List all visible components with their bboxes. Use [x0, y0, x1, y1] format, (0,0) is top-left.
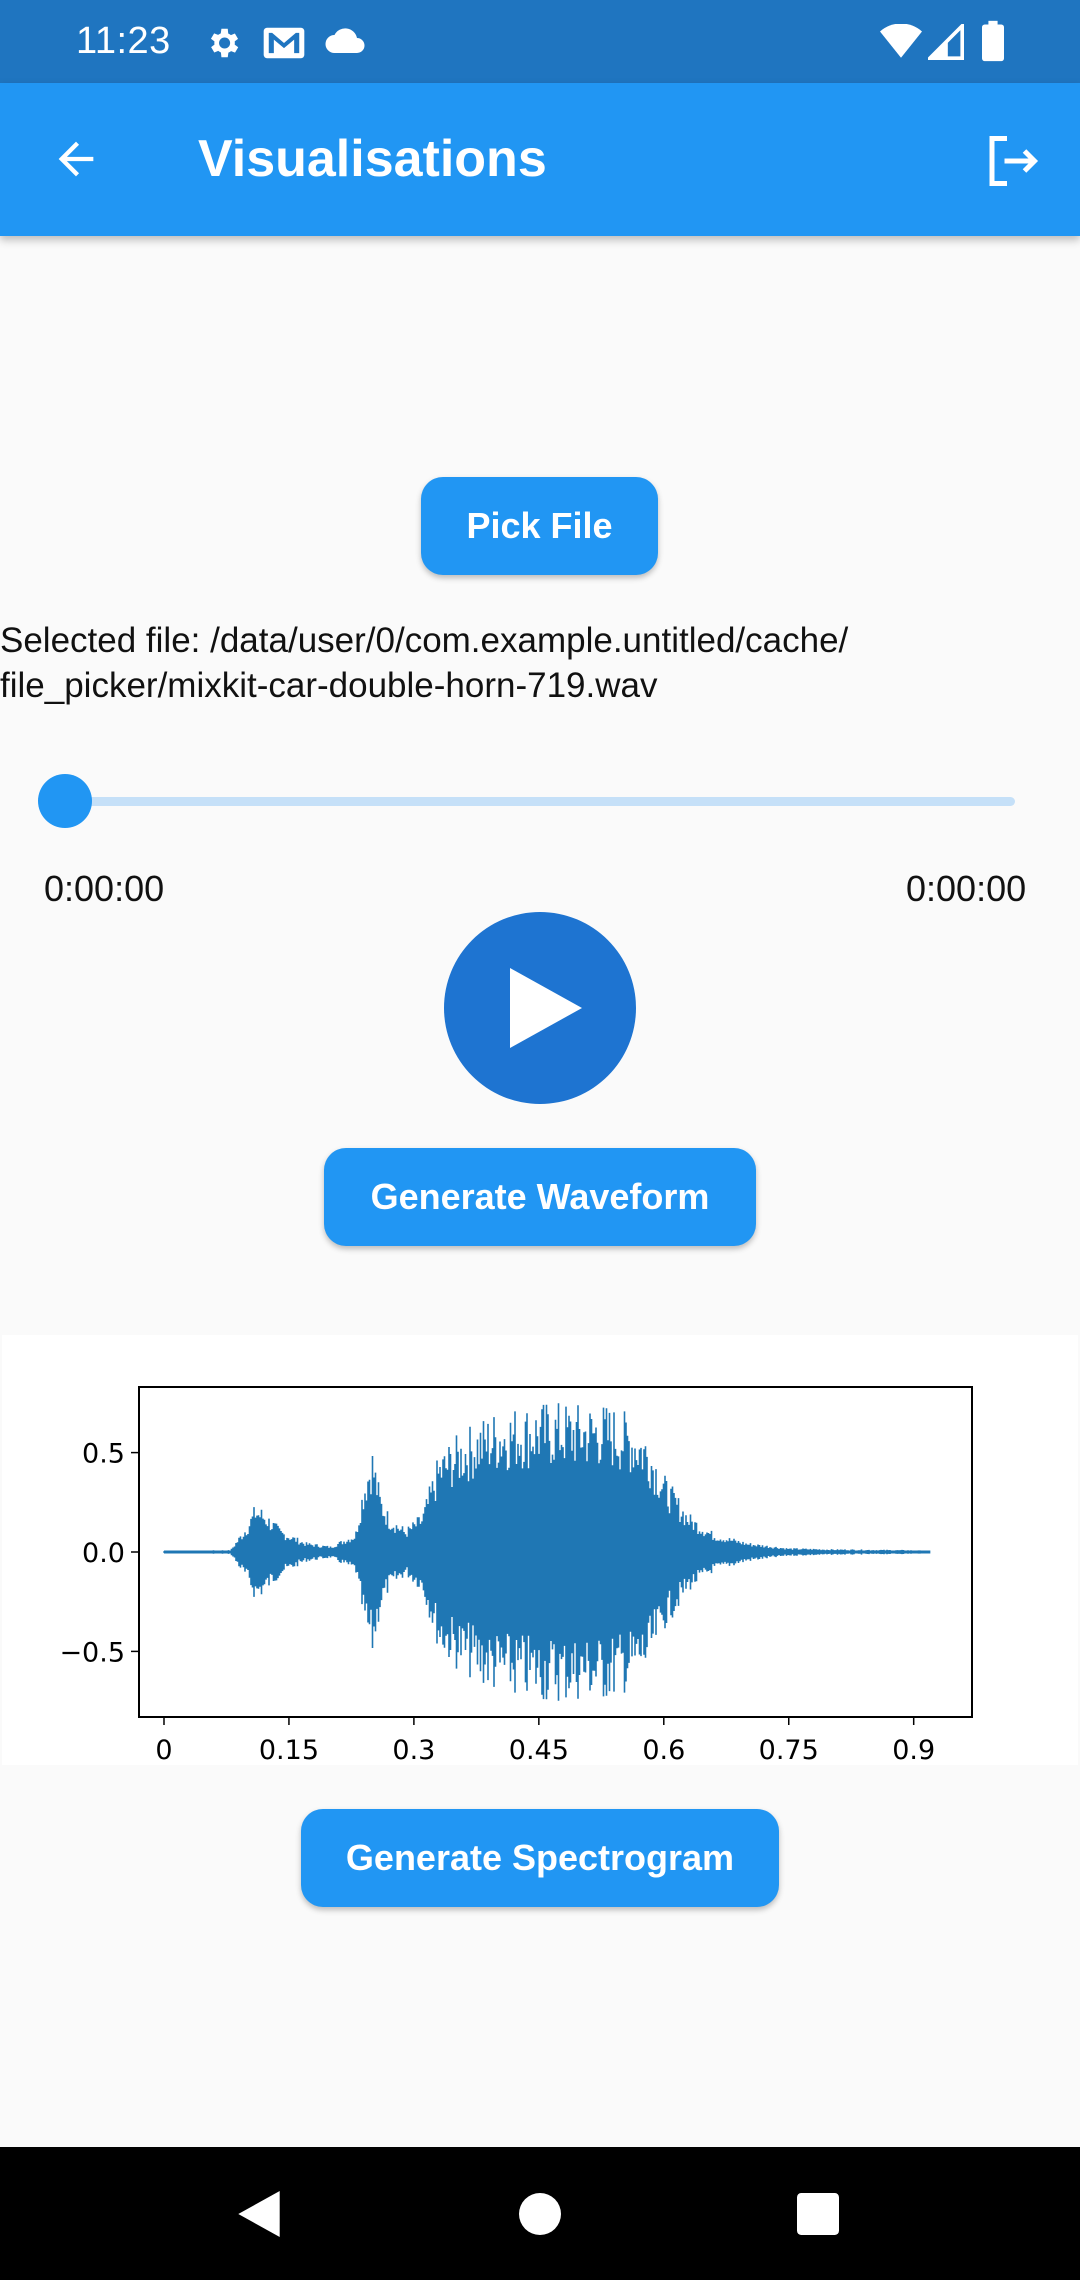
app-bar: Visualisations [0, 83, 1080, 236]
signal-icon [925, 21, 964, 65]
total-duration: 0:00:00 [906, 868, 1027, 909]
y-tick-label: 0.0 [82, 1538, 125, 1569]
logout-icon[interactable] [982, 131, 1042, 196]
nav-home-icon[interactable] [519, 2193, 561, 2240]
x-tick-label: 0.45 [509, 1735, 569, 1765]
generate-waveform-button[interactable]: Generate Waveform [324, 1148, 756, 1246]
y-axis: 0.5 0.0 −0.5 [59, 1439, 139, 1668]
status-time: 11:23 [76, 20, 171, 62]
gmail-icon [262, 24, 306, 67]
system-navigation-bar [0, 2147, 1080, 2280]
seek-slider-thumb[interactable] [38, 774, 92, 828]
wifi-icon [880, 23, 922, 65]
x-tick-label: 0.9 [892, 1735, 935, 1765]
seek-slider-track[interactable] [65, 797, 1015, 806]
waveform-series [163, 1403, 931, 1701]
waveform-plot: 0 0.15 0.3 0.45 0.6 0.75 0.9 0.5 0.0 −0.5 [59, 1386, 973, 1766]
pick-file-button[interactable]: Pick File [421, 477, 658, 575]
battery-icon [982, 20, 1004, 67]
play-icon [510, 968, 582, 1053]
selected-file-text: Selected file: /data/user/0/com.example.… [0, 621, 849, 705]
nav-recents-icon[interactable] [797, 2193, 839, 2240]
x-tick-label: 0.3 [392, 1735, 435, 1765]
status-bar: 11:23 [0, 0, 1080, 83]
page-title: Visualisations [198, 130, 547, 188]
x-tick-label: 0.75 [759, 1735, 819, 1765]
cloud-icon [324, 26, 366, 61]
gear-icon [204, 24, 242, 67]
x-axis: 0 0.15 0.3 0.45 0.6 0.75 0.9 [155, 1717, 935, 1766]
nav-back-icon[interactable] [238, 2191, 280, 2242]
play-button[interactable] [444, 912, 636, 1104]
x-tick-label: 0.15 [259, 1735, 319, 1765]
y-tick-label: −0.5 [59, 1637, 125, 1668]
arrow-back-icon[interactable] [50, 133, 102, 190]
y-tick-label: 0.5 [82, 1439, 125, 1470]
generate-spectrogram-button[interactable]: Generate Spectrogram [301, 1809, 779, 1907]
x-tick-label: 0 [155, 1735, 172, 1765]
current-position: 0:00:00 [44, 868, 165, 909]
x-tick-label: 0.6 [642, 1735, 685, 1765]
waveform-chart: 0 0.15 0.3 0.45 0.6 0.75 0.9 0.5 0.0 −0.5 [2, 1335, 1078, 1766]
